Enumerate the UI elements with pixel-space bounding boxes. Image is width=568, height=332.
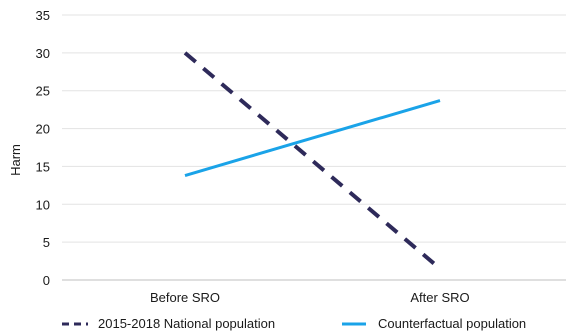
y-tick-labels: 0 5 10 15 20 25 30 35 xyxy=(36,8,50,288)
y-tick-label: 15 xyxy=(36,159,50,174)
y-tick-label: 30 xyxy=(36,46,50,61)
y-axis-label: Harm xyxy=(8,144,23,176)
series-line-counterfactual xyxy=(184,99,441,177)
x-tick-label: Before SRO xyxy=(150,290,220,305)
y-tick-label: 10 xyxy=(36,197,50,212)
y-tick-label: 35 xyxy=(36,8,50,23)
y-tick-label: 0 xyxy=(43,273,50,288)
y-tick-label: 25 xyxy=(36,84,50,99)
x-tick-label: After SRO xyxy=(410,290,469,305)
legend-label-national: 2015-2018 National population xyxy=(98,316,275,331)
series-lines xyxy=(183,51,442,271)
gridlines xyxy=(62,14,566,281)
x-tick-labels: Before SRO After SRO xyxy=(150,290,470,305)
series-line-national xyxy=(183,51,442,271)
y-tick-label: 20 xyxy=(36,122,50,137)
legend-label-counterfactual: Counterfactual population xyxy=(378,316,526,331)
legend: 2015-2018 National population Counterfac… xyxy=(62,316,526,331)
y-tick-label: 5 xyxy=(43,235,50,250)
